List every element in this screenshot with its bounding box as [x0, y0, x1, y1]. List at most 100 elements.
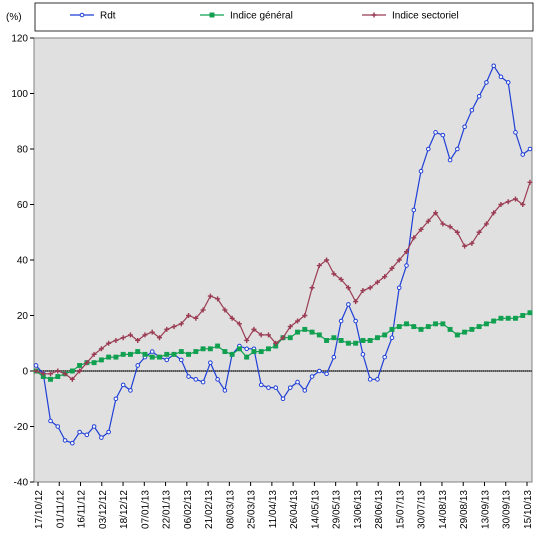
data-point	[84, 360, 90, 366]
data-point	[77, 368, 83, 374]
data-point	[469, 240, 475, 246]
data-point	[265, 332, 271, 338]
data-point	[462, 329, 468, 335]
data-point	[302, 326, 308, 332]
y-tick-label: 80	[17, 145, 29, 156]
data-point	[55, 374, 61, 380]
data-point	[287, 324, 293, 330]
data-point	[309, 374, 315, 379]
data-point	[200, 379, 206, 385]
data-point	[222, 388, 228, 393]
data-point	[48, 376, 53, 382]
x-tick-label: 14/08/13	[438, 490, 449, 529]
data-point	[389, 335, 395, 341]
data-point	[469, 107, 475, 113]
x-tick-label: 29/05/13	[332, 490, 343, 529]
series-2	[33, 179, 533, 382]
data-point	[55, 424, 61, 429]
data-point	[98, 357, 104, 363]
data-point	[84, 432, 90, 438]
legend: Rdt Indice général Indice sectoriel	[70, 11, 459, 22]
data-point	[418, 168, 424, 174]
data-point	[353, 299, 359, 305]
data-point	[309, 285, 315, 291]
data-point	[527, 146, 533, 152]
data-point	[440, 132, 446, 138]
x-tick-label: 13/09/13	[480, 490, 491, 529]
data-point	[491, 318, 497, 324]
data-point	[440, 221, 446, 227]
data-point	[367, 285, 373, 291]
data-point	[120, 335, 126, 341]
data-point	[527, 310, 533, 316]
x-axis-ticks: 17/10/12 01/11/12 16/11/12 03/12/12 18/12/12…	[34, 482, 534, 529]
legend-label: Indice sectoriel	[392, 11, 459, 22]
data-point	[433, 130, 438, 135]
series-layer	[33, 63, 533, 446]
data-point	[389, 326, 395, 332]
data-point	[55, 368, 61, 374]
data-point	[338, 276, 344, 282]
data-point	[440, 321, 446, 327]
data-point	[338, 318, 344, 324]
data-point	[483, 221, 489, 227]
data-point	[447, 326, 453, 332]
data-point	[273, 385, 279, 390]
data-point	[178, 349, 184, 355]
x-tick-label: 25/03/13	[247, 490, 258, 529]
data-point	[418, 226, 424, 232]
legend-label: Rdt	[100, 11, 116, 22]
data-point	[498, 74, 504, 80]
data-point	[178, 321, 184, 327]
data-point	[258, 332, 264, 338]
data-point	[498, 202, 504, 207]
data-point	[462, 124, 467, 130]
data-point	[454, 332, 460, 338]
data-point	[374, 335, 380, 341]
data-point	[520, 202, 526, 207]
data-point	[266, 346, 271, 352]
y-axis-ticks: -40 -20 0 20 40 60 80 100 120	[11, 34, 34, 489]
x-tick-label: 16/11/12	[77, 490, 88, 529]
data-point	[491, 63, 496, 69]
data-point	[404, 263, 409, 268]
y-tick-label: -20	[14, 422, 29, 433]
data-point	[251, 349, 257, 355]
data-point	[309, 329, 315, 335]
data-point	[149, 329, 155, 335]
data-point	[331, 354, 337, 360]
data-point	[178, 357, 184, 363]
data-point	[236, 321, 242, 327]
data-point	[454, 229, 460, 235]
data-point	[91, 351, 97, 357]
data-point	[91, 424, 97, 429]
x-tick-label: 22/01/13	[162, 490, 173, 529]
data-point	[135, 337, 141, 343]
data-point	[208, 360, 213, 365]
data-point	[127, 332, 133, 338]
data-point	[447, 224, 453, 230]
data-point	[280, 335, 286, 341]
data-point	[120, 351, 126, 357]
data-point	[171, 324, 177, 330]
data-point	[295, 329, 300, 335]
data-point	[79, 12, 85, 18]
data-point	[455, 146, 460, 152]
data-point	[273, 340, 279, 346]
data-point	[433, 210, 439, 216]
x-tick-label: 30/07/13	[417, 490, 428, 529]
data-point	[382, 274, 388, 280]
x-tick-label: 13/06/13	[353, 490, 364, 529]
data-point	[222, 307, 228, 313]
data-point	[346, 302, 351, 307]
data-point	[215, 377, 220, 382]
data-point	[505, 315, 511, 321]
data-point	[287, 335, 293, 341]
data-point	[106, 340, 112, 346]
data-point	[527, 179, 533, 185]
data-point	[331, 335, 337, 341]
x-tick-label: 15/10/13	[523, 490, 534, 529]
y-axis-label: (%)	[6, 12, 22, 23]
